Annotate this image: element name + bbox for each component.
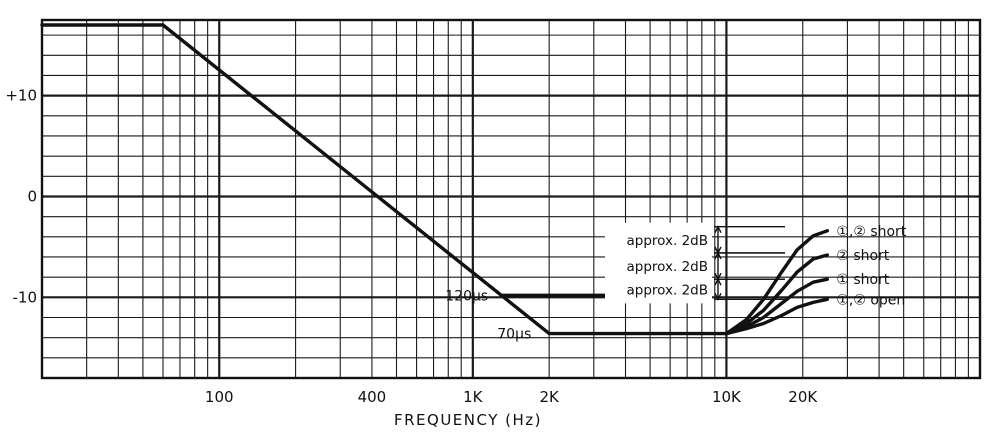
x-tick-label: 100: [205, 388, 234, 406]
chart-annotations: ①,② short ② short ① short ①,② open 120µs 70µs…: [445, 222, 907, 343]
series-label: ①,② open: [836, 292, 905, 308]
y-tick-label: 0: [27, 187, 37, 205]
approx-2db-label: approx. 2dB: [626, 282, 708, 298]
approx-2db-label: approx. 2dB: [626, 233, 708, 249]
curve-1-2-open: [724, 297, 829, 336]
chart-series: [40, 23, 829, 336]
x-tick-label: 20K: [788, 388, 818, 406]
dimension-arrow: [714, 277, 722, 286]
y-tick-label: +10: [5, 87, 37, 105]
curve-1-2-short: [724, 229, 829, 336]
series-label: ①,② short: [836, 224, 906, 240]
dimension-arrow: [714, 225, 722, 234]
y-axis-tick-labels: +10 0 -10: [5, 87, 37, 307]
curve-2-short: [724, 253, 829, 336]
dimension-arrow: [714, 293, 722, 301]
series-label: ② short: [836, 248, 889, 264]
x-tick-label: 10K: [712, 388, 742, 406]
response-curve: [40, 23, 729, 336]
curve-1-short: [724, 277, 829, 336]
label-120us: 120µs: [445, 288, 488, 304]
x-tick-label: 400: [358, 388, 387, 406]
series-label: ① short: [836, 272, 889, 288]
plot-frame: [40, 18, 982, 380]
x-axis-tick-labels: 100 400 1K 2K 10K 20K: [205, 388, 818, 406]
y-tick-label: -10: [13, 288, 38, 306]
approx-2db-label: approx. 2dB: [626, 259, 708, 275]
x-axis-label: FREQUENCY (Hz): [394, 411, 542, 429]
x-tick-label: 1K: [463, 388, 484, 406]
chart-grid: [42, 20, 980, 378]
label-70us: 70µs: [497, 327, 531, 343]
dimension-arrow: [714, 251, 722, 260]
x-tick-label: 2K: [539, 388, 560, 406]
dimension-label-background: [605, 222, 712, 304]
